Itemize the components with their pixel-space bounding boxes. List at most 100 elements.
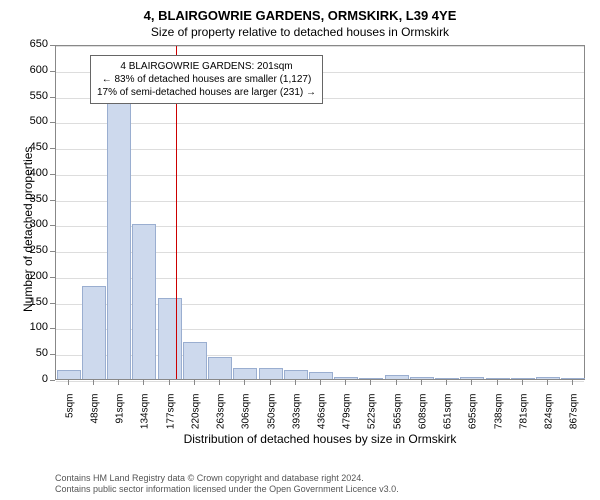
histogram-bar [208, 357, 232, 379]
x-tick [194, 380, 195, 385]
x-tick [295, 380, 296, 385]
histogram-bar [309, 372, 333, 379]
x-tick-label: 350sqm [266, 394, 277, 444]
y-tick-label: 250 [20, 244, 48, 256]
histogram-bar [486, 378, 510, 379]
y-tick [50, 71, 55, 72]
footer-line1: Contains HM Land Registry data © Crown c… [55, 473, 399, 485]
x-tick-label: 479sqm [342, 394, 353, 444]
x-tick [396, 380, 397, 385]
histogram-bar [284, 370, 308, 379]
y-tick-label: 0 [20, 373, 48, 385]
histogram-bar [259, 368, 283, 379]
gridline [56, 149, 584, 150]
histogram-bar [334, 377, 358, 379]
histogram-bar [233, 368, 257, 379]
x-tick-label: 91sqm [115, 394, 126, 444]
histogram-bar [183, 342, 207, 379]
x-tick [421, 380, 422, 385]
histogram-bar [158, 298, 182, 379]
x-tick-label: 134sqm [140, 394, 151, 444]
histogram-bar [536, 377, 560, 379]
y-tick [50, 45, 55, 46]
histogram-bar [359, 378, 383, 379]
y-tick-label: 150 [20, 296, 48, 308]
y-tick [50, 354, 55, 355]
y-tick-label: 450 [20, 141, 48, 153]
x-tick [572, 380, 573, 385]
x-tick [68, 380, 69, 385]
x-tick [345, 380, 346, 385]
histogram-bar [460, 377, 484, 379]
histogram-bar [561, 378, 585, 379]
y-tick [50, 122, 55, 123]
x-tick [93, 380, 94, 385]
y-tick-label: 650 [20, 38, 48, 50]
histogram-bar [57, 370, 81, 379]
x-tick [270, 380, 271, 385]
x-tick-label: 565sqm [392, 394, 403, 444]
x-tick [143, 380, 144, 385]
x-tick [219, 380, 220, 385]
x-tick [522, 380, 523, 385]
y-tick-label: 350 [20, 193, 48, 205]
x-tick-label: 220sqm [190, 394, 201, 444]
y-tick [50, 97, 55, 98]
x-tick-label: 306sqm [241, 394, 252, 444]
annotation-line1: 4 BLAIRGOWRIE GARDENS: 201sqm [97, 60, 316, 73]
y-tick-label: 500 [20, 115, 48, 127]
x-tick-label: 177sqm [165, 394, 176, 444]
footer-line2: Contains public sector information licen… [55, 484, 399, 496]
y-tick [50, 251, 55, 252]
y-tick [50, 277, 55, 278]
title-primary: 4, BLAIRGOWRIE GARDENS, ORMSKIRK, L39 4Y… [0, 0, 600, 23]
histogram-bar [511, 378, 535, 379]
title-secondary: Size of property relative to detached ho… [0, 23, 600, 39]
x-tick [169, 380, 170, 385]
y-tick-label: 550 [20, 90, 48, 102]
histogram-bar [132, 224, 156, 379]
gridline [56, 201, 584, 202]
y-tick-label: 100 [20, 321, 48, 333]
x-tick [497, 380, 498, 385]
footer: Contains HM Land Registry data © Crown c… [55, 473, 399, 496]
histogram-bar [410, 377, 434, 379]
x-tick [446, 380, 447, 385]
y-tick [50, 328, 55, 329]
x-tick [320, 380, 321, 385]
y-tick-label: 400 [20, 167, 48, 179]
gridline [56, 46, 584, 47]
y-tick [50, 174, 55, 175]
y-tick [50, 148, 55, 149]
annotation-line2: ← 83% of detached houses are smaller (1,… [97, 73, 316, 86]
x-tick-label: 738sqm [493, 394, 504, 444]
annotation-box: 4 BLAIRGOWRIE GARDENS: 201sqm ← 83% of d… [90, 55, 323, 104]
x-tick-label: 695sqm [468, 394, 479, 444]
gridline [56, 175, 584, 176]
x-tick [471, 380, 472, 385]
histogram-bar [107, 98, 131, 379]
gridline [56, 123, 584, 124]
histogram-bar [385, 375, 409, 379]
x-tick [370, 380, 371, 385]
y-tick [50, 225, 55, 226]
x-tick-label: 48sqm [89, 394, 100, 444]
y-tick [50, 200, 55, 201]
x-tick-label: 436sqm [317, 394, 328, 444]
x-tick-label: 608sqm [417, 394, 428, 444]
y-tick [50, 303, 55, 304]
x-tick [547, 380, 548, 385]
y-tick [50, 380, 55, 381]
x-tick-label: 781sqm [518, 394, 529, 444]
histogram-bar [82, 286, 106, 379]
y-tick-label: 600 [20, 64, 48, 76]
x-tick-label: 824sqm [544, 394, 555, 444]
x-tick-label: 393sqm [291, 394, 302, 444]
x-tick-label: 5sqm [64, 394, 75, 444]
x-tick-label: 651sqm [443, 394, 454, 444]
y-tick-label: 200 [20, 270, 48, 282]
x-tick-label: 867sqm [569, 394, 580, 444]
annotation-line3: 17% of semi-detached houses are larger (… [97, 86, 316, 99]
x-tick-label: 522sqm [367, 394, 378, 444]
y-tick-label: 50 [20, 347, 48, 359]
